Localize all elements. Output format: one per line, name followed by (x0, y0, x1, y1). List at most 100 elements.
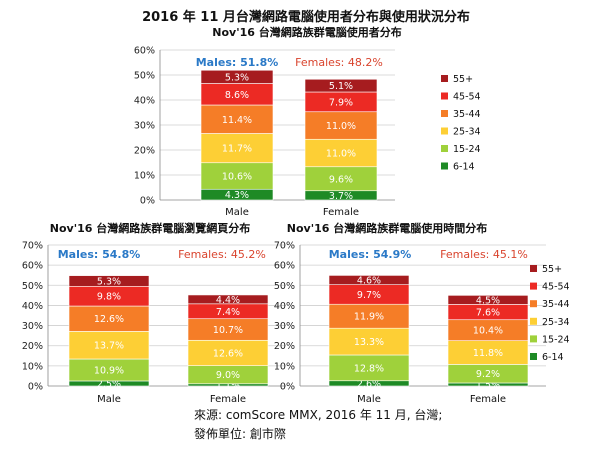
x-tick-label: Female (323, 207, 359, 218)
bar-segment (447, 295, 529, 305)
y-tick-label: 60% (22, 261, 43, 272)
y-tick-label: 60% (274, 261, 295, 272)
data-label: 1.1% (216, 380, 240, 391)
y-tick-label: 70% (274, 241, 295, 252)
data-label: 2.5% (97, 379, 121, 390)
data-label: 10.7% (213, 325, 243, 336)
bar-segment (304, 78, 378, 93)
data-label: 1.5% (476, 380, 500, 391)
y-tick-label: 20% (22, 341, 43, 352)
data-label: 12.6% (213, 348, 243, 359)
legend-swatch (530, 265, 537, 272)
legend-swatch (441, 75, 448, 82)
data-label: 5.1% (329, 81, 353, 92)
legend-swatch (530, 353, 537, 360)
legend-label: 6-14 (453, 162, 475, 173)
bar-segment (68, 305, 150, 332)
data-label: 11.8% (473, 348, 503, 359)
y-tick-label: 10% (134, 171, 155, 182)
y-tick-label: 50% (22, 281, 43, 292)
data-label: 10.4% (473, 326, 503, 337)
data-label: 3.7% (329, 191, 353, 202)
data-label: 12.8% (354, 363, 384, 374)
data-label: 5.3% (225, 72, 249, 83)
legend-swatch (530, 317, 537, 325)
group-share-label: Females: 45.1% (440, 248, 528, 261)
x-tick-label: Male (97, 394, 121, 405)
legend-label: 6-14 (542, 352, 564, 363)
chart-web-browsing: Nov'16 台灣網路族群電腦瀏覽網頁分布 0% 10% 20% 30% 40% 50% 60… (22, 221, 286, 405)
bar-segment (68, 331, 150, 360)
data-label: 4.4% (216, 295, 240, 306)
chart-title: Nov'16 台灣網路族群電腦使用時間分布 (287, 221, 487, 235)
data-label: 4.5% (476, 295, 500, 306)
y-tick-label: 10% (274, 361, 295, 372)
y-tick-label: 60% (134, 46, 155, 57)
legend-label: 55+ (453, 74, 473, 85)
x-tick-label: Male (225, 207, 249, 218)
bar-segment (304, 166, 378, 192)
data-label: 9.0% (216, 370, 240, 381)
legend-label: 35-44 (453, 109, 481, 120)
y-tick-label: 40% (22, 301, 43, 312)
page-title: 2016 年 11 月台灣網路電腦使用者分布與使用狀況分布 (142, 10, 470, 25)
legend-label: 35-44 (542, 299, 570, 310)
y-tick-label: 50% (274, 281, 295, 292)
bar-segment (68, 275, 150, 287)
data-label: 11.9% (354, 312, 384, 323)
data-label: 4.3% (225, 190, 249, 201)
data-label: 11.4% (222, 115, 252, 126)
bar-segment (304, 138, 378, 168)
legend-swatch (530, 335, 537, 343)
chart-title: Nov'16 台灣網路族群電腦使用者分布 (212, 25, 401, 39)
data-label: 13.7% (94, 341, 124, 352)
bar-segment (187, 294, 269, 305)
y-tick-label: 70% (22, 241, 43, 252)
y-tick-label: 20% (274, 341, 295, 352)
legend-label: 45-54 (453, 92, 481, 103)
bar-segment (328, 275, 410, 285)
legend-swatch (441, 92, 448, 100)
legend-swatch (441, 162, 448, 170)
data-label: 5.3% (97, 276, 121, 287)
y-tick-label: 50% (134, 71, 155, 82)
legend-swatch (441, 127, 448, 135)
group-share-label: Males: 54.9% (329, 248, 412, 261)
legend-swatch (441, 145, 448, 152)
data-label: 9.6% (329, 174, 353, 185)
x-tick-label: Female (470, 394, 506, 405)
bar-segment (200, 162, 274, 190)
y-tick-label: 40% (134, 96, 155, 107)
y-tick-label: 30% (274, 321, 295, 332)
chart-title: Nov'16 台灣網路族群電腦瀏覽網頁分布 (50, 221, 250, 235)
source-line: 來源: comScore MMX, 2016 年 11 月, 台灣; (194, 408, 443, 422)
bar-segment (200, 133, 274, 164)
y-tick-label: 30% (134, 121, 155, 132)
data-label: 8.6% (225, 90, 249, 101)
bar-segment (304, 111, 378, 140)
y-tick-label: 30% (22, 321, 43, 332)
data-label: 12.6% (94, 314, 124, 325)
y-tick-label: 0% (28, 382, 43, 393)
y-tick-label: 40% (274, 301, 295, 312)
legend-swatch (530, 300, 537, 308)
data-label: 7.9% (329, 97, 353, 108)
data-label: 7.4% (216, 307, 240, 318)
legend-label: 45-54 (542, 282, 570, 293)
bar-segment (200, 104, 274, 134)
y-tick-label: 0% (140, 196, 155, 207)
legend-label: 15-24 (542, 334, 570, 345)
data-label: 11.7% (222, 144, 252, 155)
y-tick-label: 20% (134, 146, 155, 157)
data-label: 11.0% (326, 149, 356, 160)
data-label: 11.0% (326, 121, 356, 132)
bar-segment (328, 327, 410, 356)
bar-segment (200, 69, 274, 84)
publisher-line: 發佈單位: 創市際 (194, 427, 286, 441)
x-tick-label: Female (210, 394, 246, 405)
data-label: 4.6% (357, 276, 381, 287)
data-label: 9.2% (476, 369, 500, 380)
data-label: 9.7% (357, 290, 381, 301)
data-label: 10.6% (222, 172, 252, 183)
x-tick-label: Male (357, 394, 381, 405)
